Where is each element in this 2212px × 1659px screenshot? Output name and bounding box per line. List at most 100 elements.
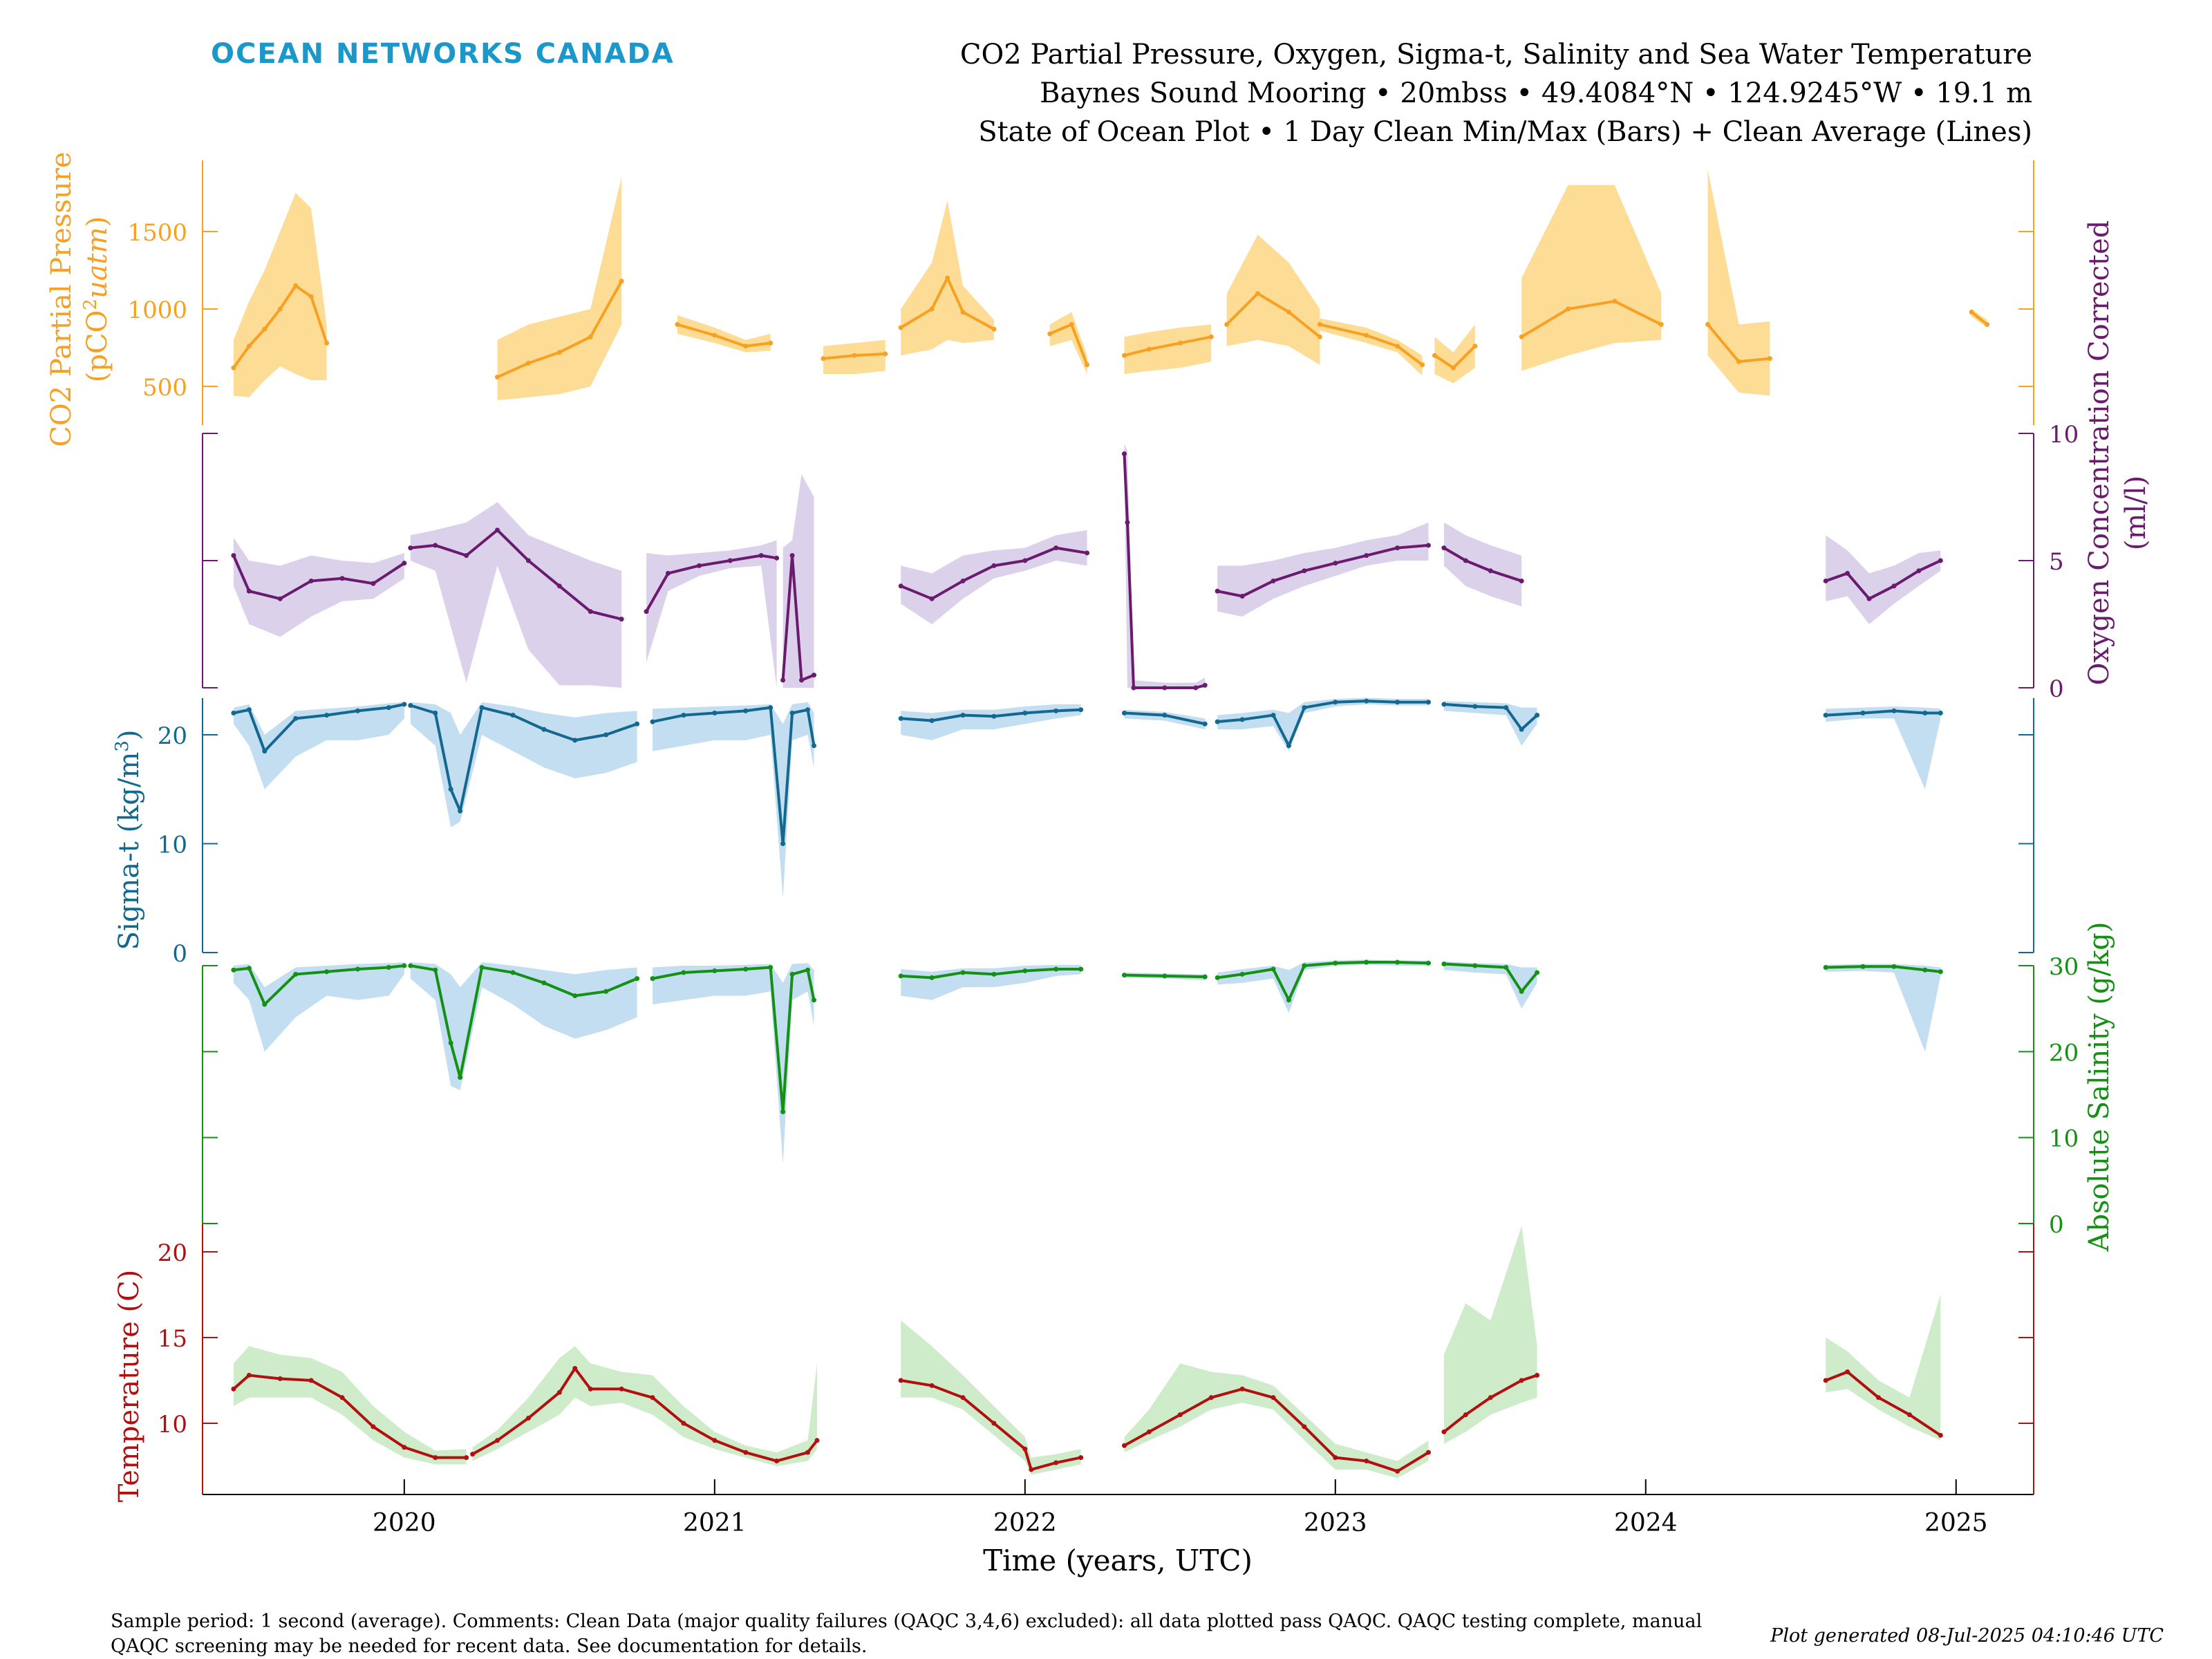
co2-axis-label-line2-part: (pCO: [82, 310, 113, 383]
temperature-data-point: [556, 1389, 562, 1395]
temperature-data-point: [1177, 1412, 1183, 1418]
salinity-data-point: [1891, 964, 1897, 969]
co2-data-point: [277, 306, 283, 312]
oxygen-data-point: [696, 563, 702, 568]
oxygen-data-point: [1125, 520, 1130, 525]
co2-data-point: [262, 326, 268, 332]
sigma-minmax-band: [1443, 701, 1537, 746]
oxygen-data-point: [1519, 578, 1524, 583]
oxygen-data-point: [464, 553, 469, 559]
oxygen-data-point: [1202, 682, 1208, 688]
temperature-tick-label: 15: [158, 1325, 187, 1353]
x-tick-label: 2023: [1304, 1509, 1367, 1537]
co2-data-point: [898, 325, 903, 330]
oxygen-data-point: [588, 609, 593, 615]
sigma-data-point: [768, 705, 774, 711]
oxygen-minmax-band: [1826, 535, 1941, 624]
co2-average-line: [1123, 335, 1212, 357]
axes-layer: 500 1000 1500 0 5 10 0 10 20 0 10 20 30 10 15 20 CO2 Par…: [46, 151, 2152, 1537]
temperature-data-point: [1239, 1386, 1245, 1391]
temperature-data-point: [1425, 1450, 1431, 1455]
co2-data-point: [293, 283, 299, 288]
co2-data-point: [743, 344, 749, 349]
salinity-minmax-band: [1443, 961, 1537, 1009]
oxygen-data-point: [246, 588, 252, 594]
sigma-data-point: [960, 713, 966, 718]
co2-minmax-band: [1707, 169, 1770, 396]
co2-data-point: [1519, 334, 1524, 339]
co2-data-point: [1566, 306, 1571, 312]
oxygen-data-point: [665, 570, 671, 576]
salinity-data-point: [768, 964, 774, 970]
temperature-data-point: [1053, 1460, 1059, 1465]
temperature-data-point: [650, 1395, 655, 1400]
co2-average-line: [1319, 323, 1423, 366]
oxygen-data-point: [1193, 685, 1199, 691]
co2-data-point: [324, 340, 330, 346]
oxygen-tick-label: 0: [2049, 675, 2064, 703]
oxygen-data-point: [1425, 543, 1431, 548]
oxygen-data-point: [1823, 578, 1828, 583]
salinity-data-point: [1022, 968, 1028, 973]
oxygen-average-line: [781, 554, 815, 682]
salinity-minmax-band: [901, 964, 1081, 1000]
oxygen-minmax-band: [1217, 522, 1429, 617]
co2-data-point: [588, 334, 593, 339]
footer-comment-line2: QAQC screening may be needed for recent …: [111, 1635, 867, 1657]
salinity-data-point: [293, 971, 299, 977]
sigma-data-point: [1938, 711, 1943, 715]
co2-data-point: [1121, 353, 1127, 358]
oxygen-data-point: [960, 578, 966, 583]
oxygen-data-point: [1845, 570, 1850, 576]
salinity-data-point: [246, 966, 252, 971]
oxygen-minmax-band: [1443, 522, 1522, 607]
sigma-data-point: [991, 713, 997, 719]
sigma-data-point: [929, 718, 935, 724]
salinity-data-point: [1162, 973, 1168, 979]
oxygen-axis-label-line1-part: Oxygen Concentration Corrected: [2083, 221, 2115, 686]
temperature-minmax-band: [1443, 1226, 1537, 1444]
sigma-minmax-band: [1217, 697, 1429, 751]
sigma-data-point: [1271, 713, 1276, 718]
sigma-data-point: [1022, 711, 1028, 715]
salinity-minmax-band: [410, 962, 637, 1091]
salinity-data-point: [448, 1040, 453, 1046]
oxygen-tick-label: 10: [2049, 421, 2079, 449]
oxygen-minmax-band: [646, 540, 777, 688]
oxygen-minmax-band: [1124, 443, 1206, 688]
salinity-data-point: [743, 966, 749, 972]
co2-minmax-band: [677, 315, 771, 353]
co2-data-point: [1317, 321, 1322, 327]
temperature-data-point: [1029, 1467, 1034, 1472]
oxygen-data-point: [495, 527, 500, 533]
sigma-data-point: [1891, 708, 1897, 713]
temperature-tick-label: 20: [158, 1239, 187, 1267]
salinity-data-point: [386, 964, 391, 970]
co2-tick-label: 1000: [127, 297, 187, 324]
co2-axis-label-line1: CO2 Partial Pressure: [46, 151, 77, 447]
sigma-data-point: [1922, 711, 1928, 715]
co2-data-point: [246, 344, 252, 349]
salinity-data-point: [1860, 964, 1866, 969]
sigma-data-point: [1472, 704, 1478, 709]
oxygen-data-point: [1121, 451, 1127, 456]
temperature-data-point: [1208, 1395, 1214, 1400]
salinity-data-point: [1823, 964, 1828, 970]
sigma-data-point: [898, 715, 903, 721]
co2-data-point: [1705, 321, 1711, 327]
temperature-data-point: [619, 1386, 624, 1391]
oxygen-data-point: [1053, 545, 1059, 551]
co2-data-point: [929, 306, 935, 312]
x-tick-label: 2021: [683, 1509, 747, 1537]
co2-data-point: [1658, 321, 1664, 327]
oxygen-data-point: [433, 543, 438, 548]
sigma-data-point: [650, 719, 655, 724]
salinity-series: [231, 959, 1943, 1163]
temperature-data-point: [371, 1424, 376, 1430]
sigma-data-point: [1333, 700, 1338, 705]
oxygen-data-point: [1333, 561, 1338, 566]
co2-data-point: [1450, 365, 1456, 371]
oxygen-average-line: [410, 528, 622, 621]
oxygen-data-point: [1395, 545, 1400, 551]
x-tick-label: 2025: [1924, 1509, 1988, 1537]
